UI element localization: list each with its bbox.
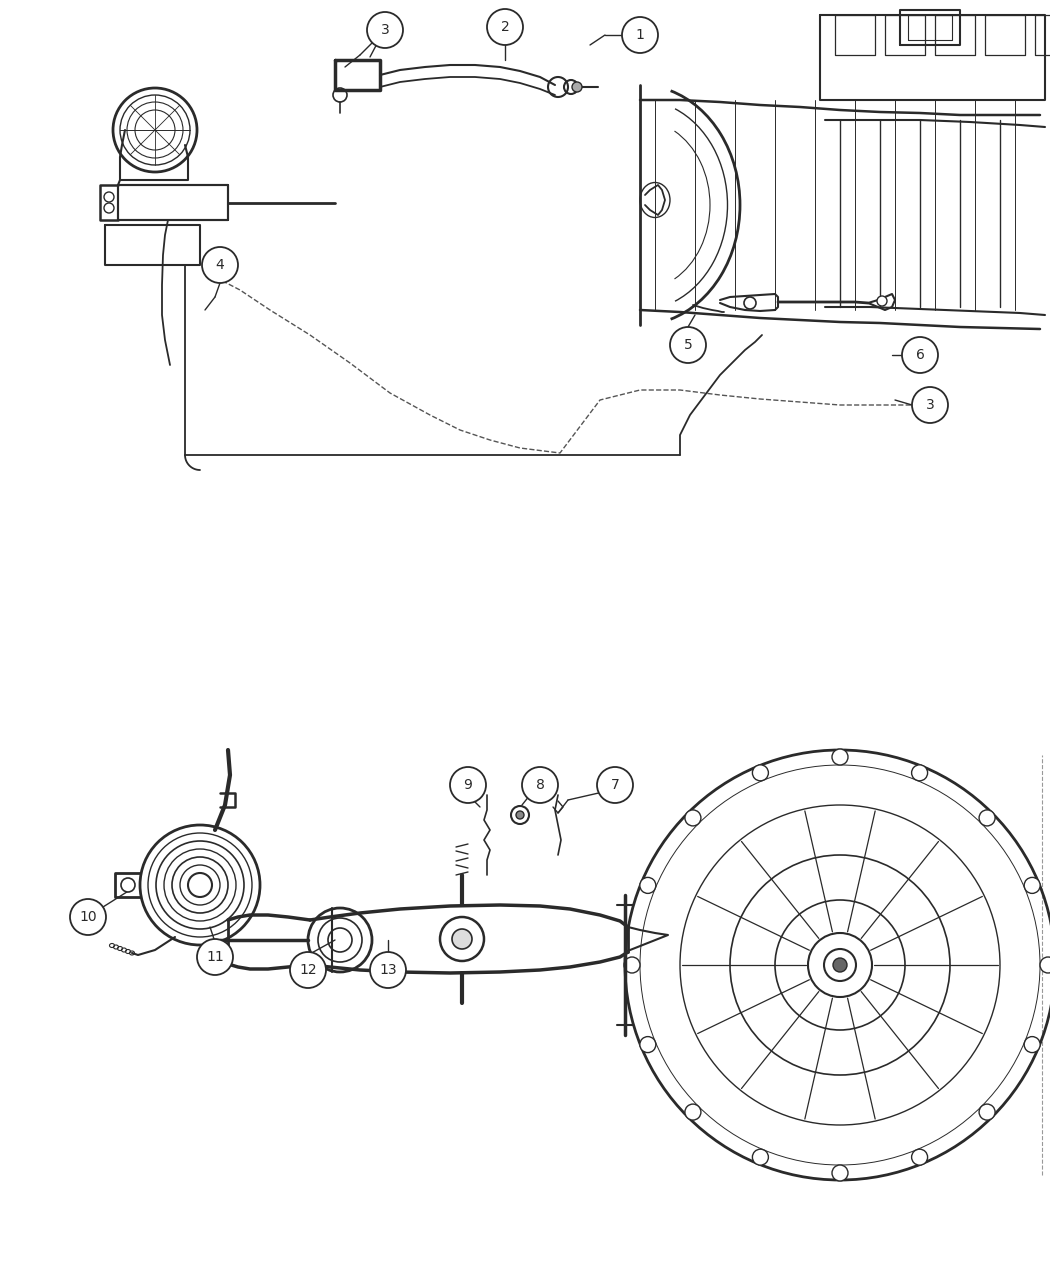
Circle shape — [624, 958, 640, 973]
Circle shape — [670, 326, 706, 363]
Circle shape — [440, 917, 484, 961]
Circle shape — [572, 82, 582, 92]
Circle shape — [902, 337, 938, 374]
Text: 10: 10 — [79, 910, 97, 924]
Text: 6: 6 — [916, 348, 924, 362]
Circle shape — [202, 247, 238, 283]
Text: 11: 11 — [206, 950, 224, 964]
Circle shape — [104, 203, 114, 213]
Circle shape — [1024, 877, 1041, 894]
Text: 12: 12 — [299, 963, 317, 977]
Circle shape — [1040, 958, 1050, 973]
Circle shape — [516, 811, 524, 819]
Circle shape — [511, 806, 529, 824]
Text: 8: 8 — [536, 778, 545, 792]
Circle shape — [290, 952, 326, 988]
Circle shape — [753, 765, 769, 780]
Circle shape — [911, 765, 927, 780]
Circle shape — [639, 1037, 656, 1053]
Text: 4: 4 — [215, 258, 225, 272]
Circle shape — [121, 878, 135, 892]
Circle shape — [912, 388, 948, 423]
Text: 2: 2 — [501, 20, 509, 34]
Circle shape — [979, 1104, 995, 1119]
Circle shape — [685, 1104, 701, 1119]
Text: 5: 5 — [684, 338, 692, 352]
Circle shape — [685, 810, 701, 826]
Circle shape — [452, 929, 472, 949]
Circle shape — [832, 1165, 848, 1181]
Text: 9: 9 — [463, 778, 472, 792]
Text: 3: 3 — [926, 398, 934, 412]
Circle shape — [1024, 1037, 1041, 1053]
Circle shape — [911, 1149, 927, 1165]
Circle shape — [622, 17, 658, 54]
Circle shape — [522, 768, 558, 803]
Circle shape — [877, 296, 887, 306]
Circle shape — [370, 952, 406, 988]
Text: 7: 7 — [611, 778, 619, 792]
Circle shape — [597, 768, 633, 803]
Circle shape — [753, 1149, 769, 1165]
Text: 3: 3 — [380, 23, 390, 37]
Circle shape — [979, 810, 995, 826]
Circle shape — [639, 877, 656, 894]
Circle shape — [833, 958, 847, 972]
Circle shape — [70, 899, 106, 935]
Circle shape — [104, 193, 114, 201]
Text: 13: 13 — [379, 963, 397, 977]
Text: 1: 1 — [635, 28, 645, 42]
Circle shape — [832, 748, 848, 765]
Circle shape — [450, 768, 486, 803]
Circle shape — [368, 11, 403, 48]
Circle shape — [197, 938, 233, 975]
Circle shape — [487, 9, 523, 45]
Circle shape — [744, 297, 756, 309]
